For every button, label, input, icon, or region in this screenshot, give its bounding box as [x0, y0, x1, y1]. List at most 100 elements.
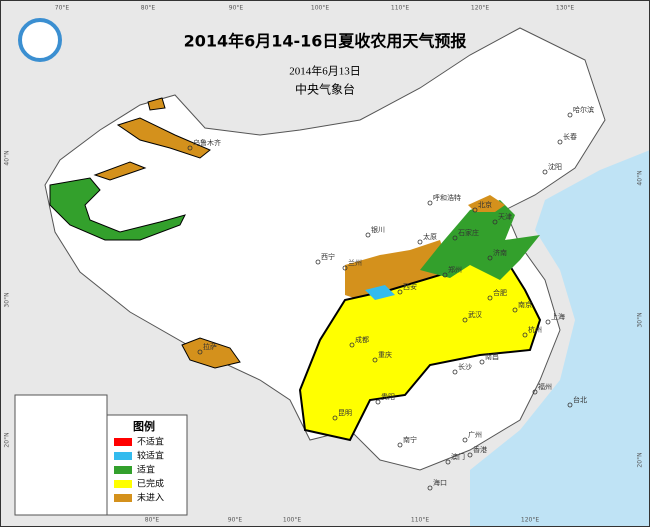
legend-swatch — [114, 480, 132, 488]
city-marker — [542, 169, 548, 175]
region-orange-tibet — [181, 337, 241, 369]
city-marker — [427, 200, 433, 206]
city-label: 兰州 — [348, 258, 362, 267]
city-marker — [397, 289, 403, 295]
city-marker — [462, 437, 468, 443]
legend-label: 适宜 — [137, 464, 155, 476]
city-label: 香港 — [473, 445, 487, 454]
city-marker — [332, 415, 338, 421]
city-label: 长沙 — [458, 362, 472, 371]
city-label: 长春 — [563, 132, 577, 141]
city-label: 昆明 — [338, 409, 352, 417]
city-label: 台北 — [573, 395, 587, 404]
city-label: 济南 — [493, 248, 507, 257]
legend-swatch — [114, 452, 132, 460]
legend-label: 未进入 — [137, 492, 164, 504]
city-label: 成都 — [355, 335, 369, 344]
region-orange-xj2 — [147, 97, 166, 111]
city-marker — [342, 265, 348, 271]
city-marker — [315, 259, 321, 265]
city-marker — [442, 272, 448, 278]
city-label: 郑州 — [448, 266, 462, 274]
issuer: 中央气象台 — [295, 82, 355, 97]
lat-label: 20°N — [4, 432, 11, 447]
city-label: 澳门 — [451, 452, 465, 461]
city-marker — [375, 399, 381, 405]
lat-label: 30°N — [637, 312, 644, 327]
legend-label: 较适宜 — [137, 450, 164, 462]
city-marker — [545, 319, 551, 325]
city-marker — [522, 332, 528, 338]
city-label: 天津 — [498, 213, 512, 221]
sea — [470, 150, 650, 527]
lat-label: 20°N — [637, 452, 644, 467]
city-label: 哈尔滨 — [573, 105, 594, 114]
lon-label: 120°E — [521, 517, 539, 524]
region-orange-xj1 — [116, 117, 211, 159]
lon-label: 110°E — [391, 5, 409, 12]
city-marker — [397, 442, 403, 448]
lon-label: 100°E — [283, 517, 301, 524]
lat-label: 40°N — [637, 170, 644, 185]
region-green-xj — [49, 177, 186, 241]
legend-label: 不适宜 — [137, 436, 164, 448]
city-marker — [187, 145, 193, 151]
region-orange — [345, 240, 450, 300]
region-orange-north — [468, 195, 505, 212]
lon-label: 90°E — [229, 5, 244, 12]
city-label: 武汉 — [468, 310, 482, 319]
city-label: 北京 — [478, 200, 492, 209]
city-marker — [567, 402, 573, 408]
lon-label: 130°E — [556, 5, 574, 12]
legend-label: 已完成 — [137, 478, 164, 490]
city-marker — [365, 232, 371, 238]
city-marker — [472, 207, 478, 213]
region-cyan — [365, 285, 395, 300]
city-marker — [492, 219, 498, 225]
city-marker — [532, 389, 538, 395]
lon-label: 90°E — [228, 517, 243, 524]
city-label: 太原 — [423, 232, 437, 241]
city-label: 沈阳 — [548, 162, 562, 171]
city-marker — [567, 112, 573, 118]
region-green — [420, 200, 540, 280]
legend-swatch — [114, 494, 132, 502]
city-label: 合肥 — [493, 288, 507, 297]
date: 2014年6月13日 — [289, 64, 361, 78]
lat-label: 40°N — [4, 150, 11, 165]
city-label: 重庆 — [378, 350, 392, 359]
lon-label: 100°E — [311, 5, 329, 12]
city-marker — [462, 317, 468, 323]
inset-map — [14, 394, 108, 516]
city-marker — [479, 359, 485, 365]
logo — [18, 18, 62, 62]
city-marker — [452, 369, 458, 375]
city-label: 南昌 — [485, 352, 499, 361]
city-label: 福州 — [538, 382, 552, 391]
lon-label: 70°E — [55, 5, 70, 12]
city-label: 杭州 — [528, 325, 542, 334]
city-label: 贵阳 — [381, 392, 395, 401]
city-marker — [557, 139, 563, 145]
city-marker — [467, 452, 473, 458]
city-label: 上海 — [551, 312, 565, 321]
region-orange-xj3 — [93, 161, 147, 181]
city-marker — [417, 239, 423, 245]
city-marker — [487, 255, 493, 261]
lon-label: 80°E — [141, 5, 156, 12]
city-marker — [349, 342, 355, 348]
city-label: 西安 — [403, 282, 417, 291]
city-marker — [452, 235, 458, 241]
legend-swatch — [114, 466, 132, 474]
city-label: 银川 — [371, 225, 385, 234]
title: 2014年6月14-16日夏收农用天气预报 — [184, 32, 467, 51]
city-label: 南宁 — [403, 435, 417, 444]
city-marker — [427, 485, 433, 491]
lon-label: 80°E — [145, 517, 160, 524]
lat-label: 30°N — [4, 292, 11, 307]
city-label: 拉萨 — [203, 342, 217, 351]
legend-title: 图例 — [133, 419, 155, 433]
lon-label: 120°E — [471, 5, 489, 12]
city-marker — [445, 459, 451, 465]
